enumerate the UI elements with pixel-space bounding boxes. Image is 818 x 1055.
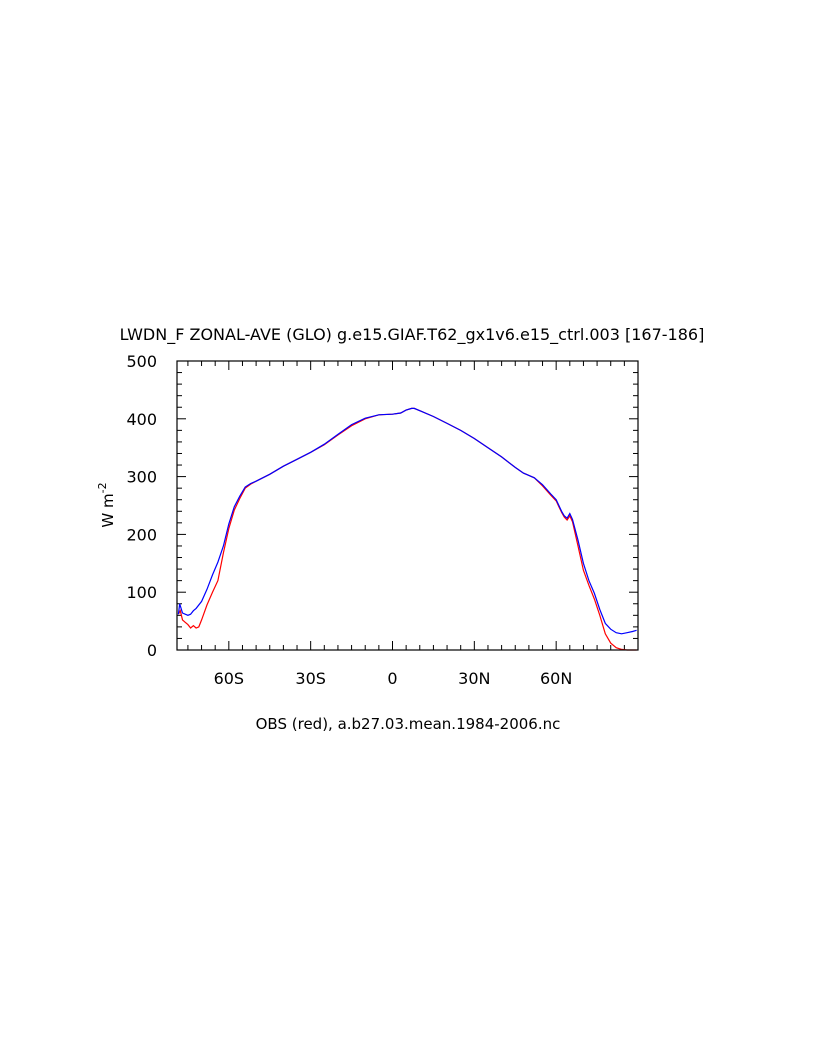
plot-frame	[176, 360, 639, 651]
x-tick-label: 60S	[214, 669, 245, 688]
y-tick-label: 500	[126, 352, 157, 371]
axis-ticks	[177, 360, 639, 651]
series-line-red	[177, 407, 637, 651]
x-tick-label: 30N	[458, 669, 490, 688]
y-axis-label-text: W m-2	[96, 482, 117, 527]
y-tick-label: 400	[126, 410, 157, 429]
axis-tick-labels: 0 100 200 300 400 500 60S 30S 0 30N 60N	[126, 352, 572, 688]
y-axis-label-exponent: -2	[96, 482, 109, 493]
x-tick-label: 30S	[295, 669, 326, 688]
y-axis-label: W m-2	[96, 482, 117, 527]
y-tick-label: 200	[126, 525, 157, 544]
x-tick-label: 0	[387, 669, 397, 688]
x-axis-label: OBS (red), a.b27.03.mean.1984-2006.nc	[256, 715, 561, 733]
y-tick-label: 0	[147, 641, 157, 660]
y-tick-label: 300	[126, 468, 157, 487]
y-tick-label: 100	[126, 583, 157, 602]
chart-title: LWDN_F ZONAL-AVE (GLO) g.e15.GIAF.T62_gx…	[120, 325, 705, 345]
y-axis-label-main: W m	[99, 493, 117, 527]
data-series	[177, 407, 637, 651]
x-tick-label: 60N	[540, 669, 572, 688]
series-line-blue	[177, 407, 637, 635]
